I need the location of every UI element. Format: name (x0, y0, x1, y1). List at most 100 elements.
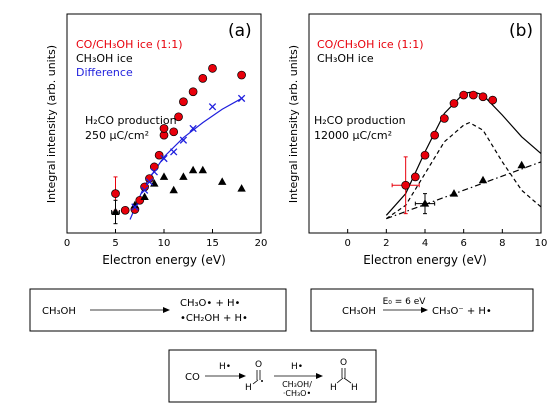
reaction-box-a: CH₃OH CH₃O• + H• •CH₂OH + H• (29, 288, 287, 332)
panel-a: 0 5 10 15 20 (a) CO/CH₃OH ice (1:1) CH₃OH ic… (45, 13, 268, 267)
reaction-c-arrowhead-1 (239, 373, 246, 379)
panel-a-x-tick-label-4: 20 (255, 238, 268, 249)
panel-a-annotation-1: H₂CO production (85, 114, 177, 127)
reaction-a-product-2: •CH₂OH + H• (180, 313, 248, 324)
panel-b-triangle-point-2 (478, 175, 488, 184)
panel-b-circle-point-7 (468, 90, 478, 100)
panel-a-x-point-4-stroke-2 (160, 154, 168, 163)
reaction-a-reactant: CH₃OH (42, 306, 76, 317)
panel-a-x-ticks: 0 5 10 15 20 (64, 229, 268, 249)
panel-b-triangle-point-3 (517, 160, 526, 169)
reaction-c-arrow-2-sub-1: CH₃OH/ (282, 380, 312, 389)
panel-a-x-point-2 (145, 178, 154, 186)
panel-b-label: (b) (509, 21, 533, 41)
panel-a-circle-point-7 (154, 150, 164, 160)
panel-a-triangle-point-6 (179, 172, 188, 180)
panel-b-curves (385, 91, 542, 220)
reaction-c-final-h-2: H (351, 383, 358, 393)
panel-a-x-point-9-stroke-2 (237, 94, 246, 103)
panel-b-legend-2: CH₃OH ice (317, 52, 374, 65)
reaction-c-arrow-1-label: H• (219, 362, 231, 372)
panel-a-circle-point-9 (159, 124, 169, 133)
panel-a-circle-point-1 (120, 205, 130, 215)
panel-a-triangle-point-0 (111, 207, 120, 215)
panel-a-x-point-9 (237, 94, 246, 103)
panel-a-x-point-8-stroke-2 (208, 103, 217, 111)
panel-a-triangle-point-7 (188, 165, 198, 174)
panel-a-x-point-0 (131, 203, 139, 211)
panel-a-x-point-1 (140, 186, 149, 194)
panel-b-triangle-point-1 (449, 189, 459, 197)
reaction-c-intermediate-bond-ch (252, 379, 259, 385)
panel-a-circle-point-11 (174, 112, 183, 122)
panel-a-x-point-7-stroke-2 (189, 124, 197, 133)
panel-a-label: (a) (228, 21, 252, 41)
panel-b-x-ticks: 0 2 4 6 8 10 (344, 229, 547, 249)
panel-a-circle-point-16 (237, 70, 246, 80)
panel-a-x-tick-label-0: 0 (64, 238, 70, 249)
panel-b-x-tick-label-4: 8 (499, 238, 505, 249)
panel-a-x-point-8 (208, 103, 217, 111)
reaction-c-arrow-2-sub-2: ·CH₃O• (283, 389, 311, 398)
panel-a-triangle-point-2 (140, 192, 149, 200)
reaction-b-product: CH₃O⁻ + H• (432, 306, 492, 317)
panel-a-x-point-3-stroke-2 (150, 168, 158, 176)
panel-a-x-point-5 (170, 148, 178, 156)
panel-b-legend-1: CO/CH₃OH ice (1:1) (317, 38, 424, 51)
panel-b-circle-point-1 (410, 172, 420, 182)
panel-b-marks (391, 90, 526, 215)
reaction-box-c-frame (168, 349, 377, 403)
panel-a-circle-point-15 (208, 64, 217, 73)
panel-b-circle-point-8 (478, 92, 488, 102)
panel-b-circle-point-4 (439, 114, 449, 123)
panel-b-curve-solid (385, 91, 542, 216)
panel-a-x-point-0-stroke-2 (131, 203, 139, 211)
panel-b-x-tick-label-1: 2 (383, 238, 389, 249)
reaction-c-radical-dot (261, 380, 263, 382)
panel-a-x-tick-label-1: 5 (112, 238, 118, 249)
reaction-c-final-bond-ch-2 (343, 377, 352, 384)
panel-a-x-point-7 (189, 124, 197, 133)
panel-a-circle-point-0 (111, 189, 120, 198)
panel-b-curve-dashdot (386, 161, 542, 220)
panel-a-x-point-5-stroke-2 (170, 148, 178, 156)
panel-a-y-axis-label: Integral intensity (arb. units) (45, 45, 58, 203)
panel-a-legend-2: CH₃OH ice (76, 52, 133, 65)
panel-b-x-tick-label-3: 6 (460, 238, 466, 249)
panel-b-circle-point-2 (420, 150, 430, 160)
panel-a-x-axis-label: Electron energy (eV) (102, 253, 226, 267)
reaction-b-arrowhead (421, 307, 428, 313)
reaction-a-arrowhead (163, 307, 170, 313)
panel-a-annotation-2: 250 μC/cm² (85, 129, 149, 142)
panel-b-y-axis-label: Integral intensity (arb. units) (287, 45, 300, 203)
panel-b-x-axis-label: Electron energy (eV) (363, 253, 487, 267)
panel-a-legend-1: CO/CH₃OH ice (1:1) (76, 38, 183, 51)
panel-b: 0 2 4 6 8 10 (b) CO/CH₃OH ice (1:1) CH₃OH ice… (287, 13, 547, 267)
panel-a-circle-point-6 (149, 162, 159, 172)
panel-a-x-point-3 (150, 168, 158, 176)
panel-a-x-tick-label-2: 10 (158, 238, 171, 249)
panel-a-circle-point-14 (198, 74, 208, 83)
panel-a-x-point-6-stroke-2 (179, 136, 188, 144)
panel-b-circle-point-0 (401, 180, 411, 190)
panel-a-triangle-point-8 (198, 165, 207, 174)
panel-a-x-tick-label-3: 15 (206, 238, 219, 249)
reaction-c-arrow-2-label: H• (291, 362, 303, 372)
panel-a-x-point-4 (160, 154, 168, 163)
panel-a-triangle-point-5 (169, 185, 178, 194)
panel-a-x-point-6 (179, 136, 188, 144)
reaction-box-c: CO H• O H H• CH₃OH/ ·CH₃O• O H H (168, 349, 377, 403)
panel-a-circle-point-13 (188, 87, 198, 97)
panel-a-triangle-point-4 (159, 172, 169, 180)
panel-b-circle-point-6 (459, 90, 469, 100)
panel-b-x-tick-label-0: 0 (344, 238, 350, 249)
panel-a-triangle-point-10 (237, 184, 246, 192)
reaction-c-final-h-1: H (330, 383, 337, 393)
reaction-c-intermediate-h: H (245, 383, 252, 393)
reaction-a-product-1: CH₃O• + H• (180, 298, 240, 309)
panel-b-circle-point-9 (488, 95, 498, 105)
panel-a-triangle-point-9 (218, 177, 227, 185)
panel-a-legend-3: Difference (76, 66, 133, 79)
panel-a-circle-point-12 (179, 97, 188, 107)
